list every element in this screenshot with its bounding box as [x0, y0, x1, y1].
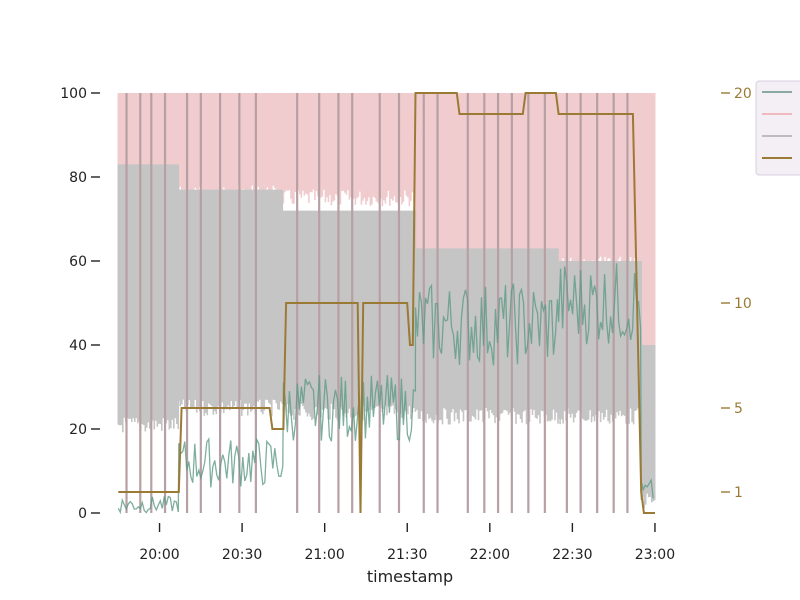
- band-0-segment-2: [282, 93, 417, 207]
- right-tick-label-1: 1: [734, 485, 743, 501]
- x-axis: 20:00 20:30 21:00 21:30 22:00 22:30 23:00: [139, 523, 675, 563]
- right-tick-label-20: 20: [734, 86, 752, 102]
- band-0-segment-1: [178, 93, 284, 202]
- band-0-segment-5: [640, 93, 656, 399]
- left-tick-label-60: 60: [69, 254, 87, 270]
- band-0-segment-4: [557, 93, 642, 274]
- left-tick-label-0: 0: [78, 506, 87, 522]
- x-tick-label-0: 20:00: [139, 547, 179, 563]
- band-1-segment-4: [557, 261, 642, 425]
- x-tick-label-1: 20:30: [222, 547, 262, 563]
- x-tick-label-6: 23:00: [635, 547, 675, 563]
- plot-area: [117, 92, 656, 515]
- x-tick-label-2: 21:00: [304, 547, 344, 563]
- left-tick-label-20: 20: [69, 422, 87, 438]
- legend: [755, 80, 800, 176]
- x-axis-title: timestamp: [367, 567, 453, 586]
- band-1-segment-5: [640, 345, 656, 508]
- left-axis: 0 20 40 60 80 100: [60, 86, 100, 522]
- green-series-line: [117, 263, 654, 515]
- left-tick-label-40: 40: [69, 338, 87, 354]
- x-tick-label-5: 22:30: [552, 547, 592, 563]
- left-tick-label-100: 100: [60, 86, 87, 102]
- band-1-segment-1: [178, 189, 284, 417]
- right-tick-label-10: 10: [734, 296, 752, 312]
- legend-box: [755, 80, 800, 176]
- x-tick-label-3: 21:30: [387, 547, 427, 563]
- x-tick-label-4: 22:00: [470, 547, 510, 563]
- right-tick-label-5: 5: [734, 401, 743, 417]
- gold-series-line: [118, 92, 655, 514]
- right-axis: 1 5 10 20: [721, 86, 752, 501]
- left-tick-label-80: 80: [69, 170, 87, 186]
